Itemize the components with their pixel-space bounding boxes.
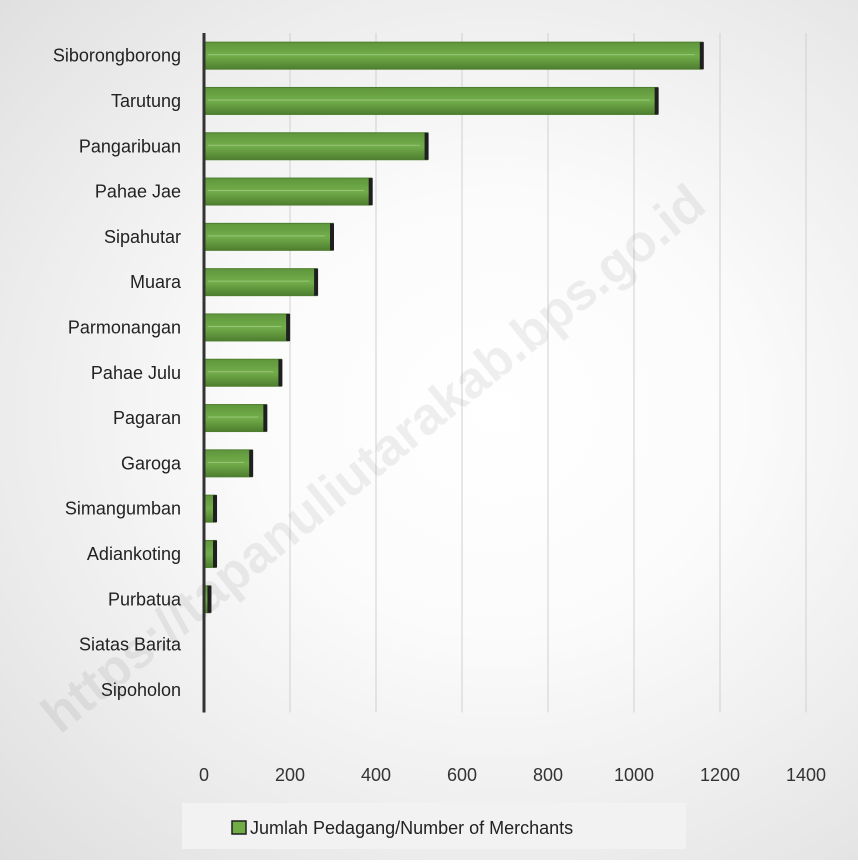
bar-body [203,41,704,70]
x-tick-label: 200 [275,765,305,785]
legend: Jumlah Pedagang/Number of Merchants [182,803,686,849]
bar [203,404,268,433]
category-label: Sipoholon [101,680,181,700]
x-tick-label: 400 [361,765,391,785]
bar [203,268,319,297]
category-label: Tarutung [111,91,181,111]
legend-swatch [231,820,247,835]
x-tick-label: 1400 [786,765,826,785]
category-label: Pahae Julu [91,363,181,383]
bar-body [203,177,373,206]
category-label: Siatas Barita [79,635,182,655]
legend-box [182,803,686,849]
x-tick-label: 1000 [614,765,654,785]
bar [203,358,283,387]
category-labels: Siborongborong Tarutung Pangaribuan Pahae J… [53,46,182,700]
x-tick-label: 0 [199,765,209,785]
category-label: Simangumban [65,499,181,519]
bar-body [203,268,318,297]
x-tick-label: 1200 [700,765,740,785]
bar-end-cap [424,132,429,160]
bar-end-cap [207,585,212,613]
bar-end-cap [263,404,268,432]
legend-label: Jumlah Pedagang/Number of Merchants [250,818,573,838]
bar [203,449,254,478]
x-tick-label: 600 [447,765,477,785]
category-label: Sipahutar [104,227,181,247]
bar-body [203,222,334,251]
bar-end-cap [330,223,334,251]
bar [203,177,373,206]
bar-end-cap [278,359,283,387]
bar [203,132,429,161]
category-label: Garoga [121,453,182,473]
bar-body [203,404,267,433]
x-tick-labels: 0 200 400 600 800 1000 1200 1400 [199,765,826,785]
bar-end-cap [654,87,659,115]
bar-body [203,449,253,478]
bar-end-cap [368,178,373,206]
category-label: Adiankoting [87,544,181,564]
bar-body [203,358,282,387]
bar-body [203,313,290,342]
bar-end-cap [249,449,254,477]
bar-body [203,132,429,161]
bar-end-cap [213,540,218,568]
bar [203,313,291,342]
category-label: Siborongborong [53,46,181,66]
x-tick-label: 800 [533,765,563,785]
bar-end-cap [213,495,218,523]
bar-body [203,86,659,115]
category-label: Muara [130,272,182,292]
category-label: Purbatua [108,589,182,609]
bar-end-cap [699,42,704,70]
category-label: Pahae Jae [95,182,181,202]
category-label: Parmonangan [68,317,181,337]
bar [203,539,218,568]
bar-end-cap [286,313,291,341]
bar [203,86,659,115]
bar [203,494,218,523]
bars [203,41,704,614]
category-label: Pangaribuan [79,136,181,156]
category-label: Pagaran [113,408,181,428]
bar [203,222,334,251]
bar-end-cap [314,268,319,296]
bar [203,41,704,70]
